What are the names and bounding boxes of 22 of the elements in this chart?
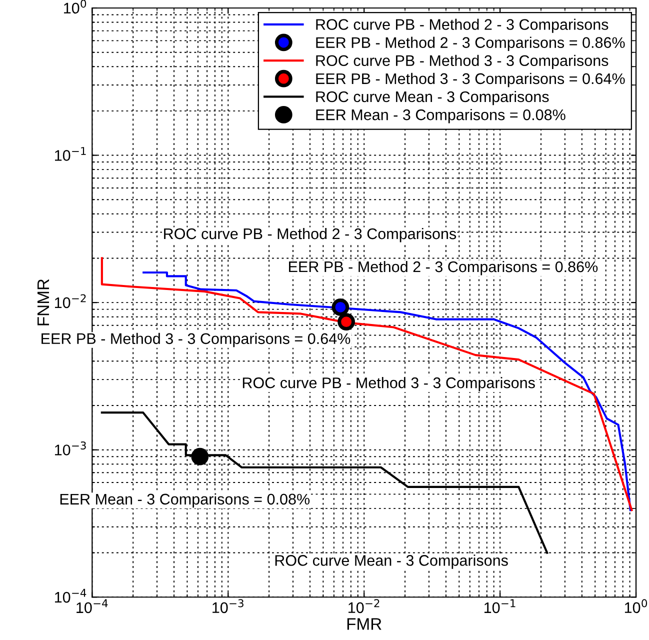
legend-label: ROC curve Mean - 3 Comparisons bbox=[316, 90, 549, 106]
y-axis-title: FNMR bbox=[38, 279, 49, 326]
x-tick-label: 10$^{0}$ bbox=[624, 599, 648, 614]
legend-label: ROC curve PB - Method 2 - 3 Comparisons bbox=[316, 18, 608, 33]
annotation: EER PB - Method 3 - 3 Comparisons = 0.64% bbox=[42, 332, 350, 348]
legend-label: EER PB - Method 2 - 3 Comparisons = 0.86% bbox=[316, 36, 625, 51]
annotation: ROC curve PB - Method 2 - 3 Comparisons bbox=[164, 228, 456, 242]
legend-label: EER PB - Method 3 - 3 Comparisons = 0.64% bbox=[316, 72, 625, 88]
y-tick-label: 10$^{−2}$ bbox=[55, 294, 86, 308]
y-tick-label: 10$^{−1}$ bbox=[55, 147, 86, 161]
x-tick-label: 10$^{−1}$ bbox=[484, 599, 516, 614]
annotation: EER Mean - 3 Comparisons = 0.08% bbox=[60, 493, 310, 508]
legend-label: ROC curve PB - Method 3 - 3 Comparisons bbox=[316, 54, 608, 70]
annotation: ROC curve PB - Method 3 - 3 Comparisons bbox=[242, 377, 535, 392]
x-axis-title: FMR bbox=[347, 618, 382, 630]
y-tick-label: 10$^{−3}$ bbox=[55, 441, 86, 456]
legend-label: EER Mean - 3 Comparisons = 0.08% bbox=[316, 109, 566, 124]
annotation: EER PB - Method 2 - 3 Comparisons = 0.86% bbox=[289, 260, 598, 276]
x-tick-label: 10$^{−3}$ bbox=[212, 599, 244, 614]
y-tick-label: 10$^{0}$ bbox=[64, 0, 86, 14]
x-tick-label: 10$^{−2}$ bbox=[348, 599, 380, 614]
annotation: ROC curve Mean - 3 Comparisons bbox=[275, 554, 508, 569]
